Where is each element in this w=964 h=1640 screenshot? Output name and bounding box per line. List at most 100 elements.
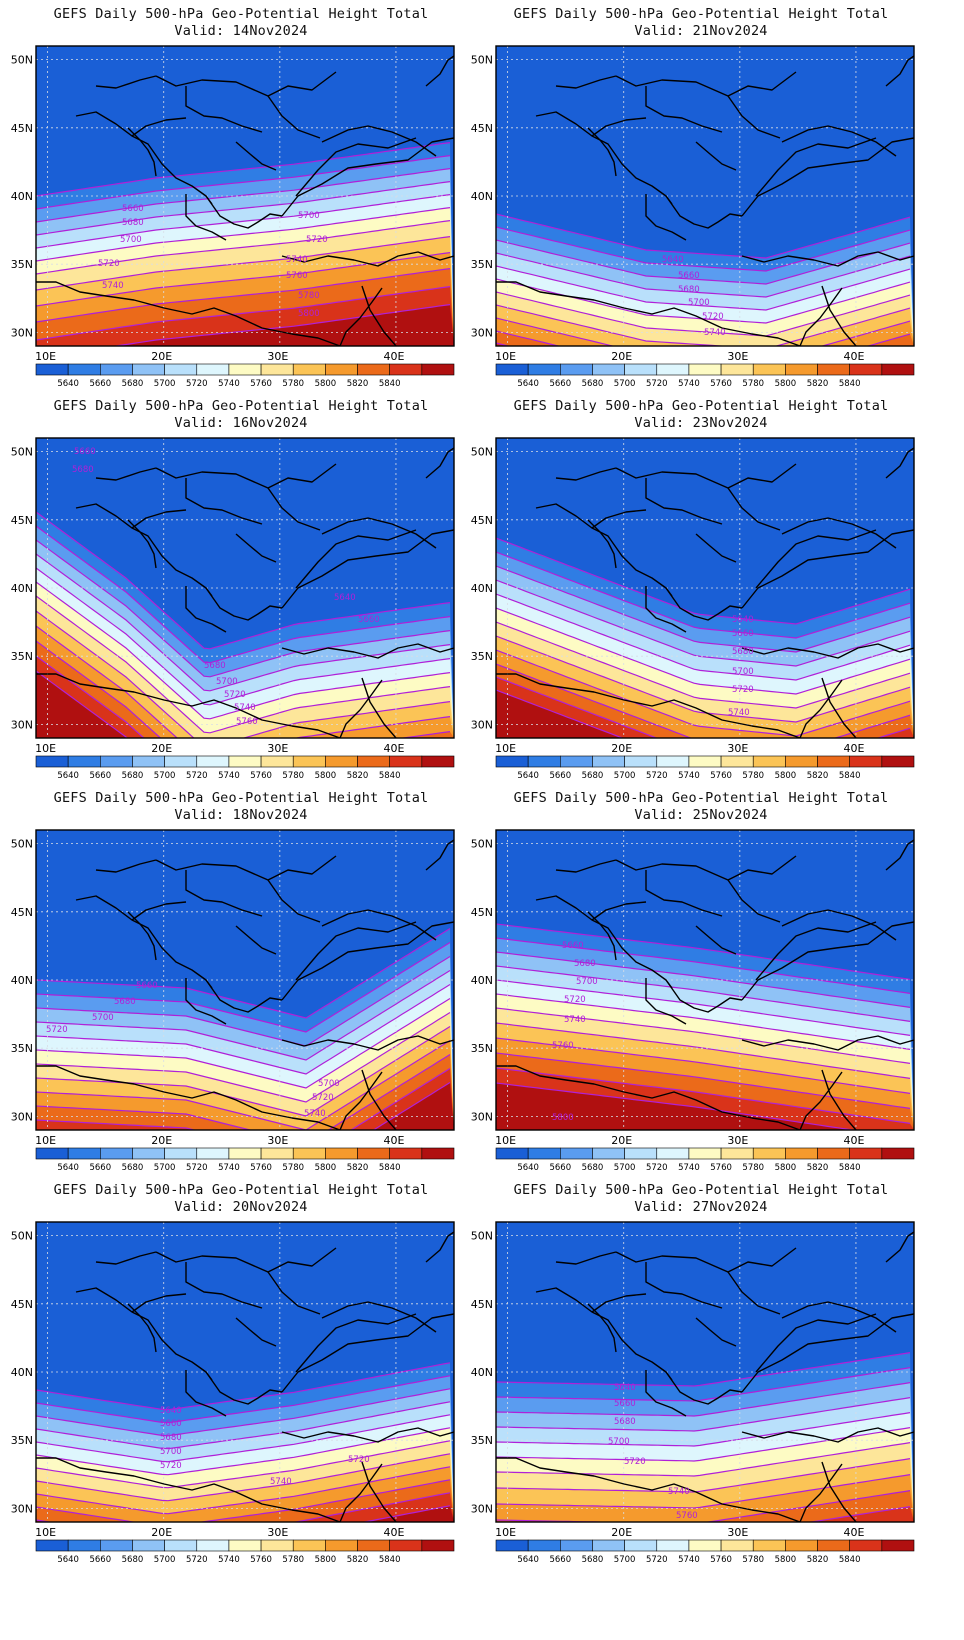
- colorbar-label: 5780: [742, 1163, 764, 1173]
- coastline: [755, 921, 877, 981]
- colorbar-label: 5720: [186, 1555, 208, 1565]
- coastline: [321, 909, 437, 941]
- contour-line: [496, 923, 911, 980]
- coastline: [185, 870, 263, 917]
- lat-tick-label: 50N: [11, 838, 33, 851]
- coastline: [36, 1065, 341, 1130]
- lat-tick-label: 30N: [471, 1502, 493, 1515]
- coastline: [361, 1069, 397, 1130]
- lat-tick-label: 30N: [471, 1110, 493, 1123]
- colorbar-swatch: [527, 1539, 561, 1552]
- coastline: [295, 921, 417, 981]
- coastline: [615, 71, 797, 97]
- contour-line: [36, 1466, 451, 1515]
- colorbar-swatch: [260, 755, 294, 768]
- contour-label: 5720: [46, 1025, 68, 1035]
- contour-line: [36, 1375, 451, 1424]
- contour-line: [36, 595, 451, 734]
- colorbar-swatch: [817, 1147, 850, 1160]
- coastline: [295, 529, 417, 589]
- colorbar-swatch: [881, 363, 915, 376]
- lat-tick-label: 45N: [471, 906, 493, 919]
- coastline: [185, 1370, 227, 1417]
- coastline: [321, 125, 437, 157]
- contour-line: [36, 1362, 451, 1411]
- height-field: 5660 5680 5640 5660 5680 5700 5720 5740 5760: [36, 438, 454, 738]
- height-field: 5640 5660 5680 5700 5720 5720 5740: [36, 1222, 454, 1522]
- colorbar-swatch: [164, 1539, 198, 1552]
- colorbar-swatch: [720, 1147, 754, 1160]
- lat-tick-label: 50N: [471, 1230, 493, 1243]
- contour-line: [496, 593, 911, 681]
- lat-tick-label: 35N: [11, 1434, 33, 1447]
- contour-label: 5660: [136, 981, 158, 991]
- coastline: [281, 251, 454, 267]
- coastline: [185, 586, 227, 633]
- contour-label: 5720: [564, 995, 586, 1005]
- coastline: [185, 1262, 263, 1309]
- colorbar-swatch: [260, 363, 294, 376]
- coastline: [645, 478, 723, 525]
- map-frame: [35, 437, 455, 739]
- coastline: [131, 509, 187, 529]
- lat-tick-label: 30N: [11, 326, 33, 339]
- colorbar-swatch: [592, 1147, 625, 1160]
- lat-tick-label: 45N: [471, 1298, 493, 1311]
- colorbar-swatch: [720, 363, 754, 376]
- colorbar-label: 5720: [646, 1555, 668, 1565]
- colorbar-swatch: [527, 363, 561, 376]
- colorbar-label: 5780: [742, 1555, 764, 1565]
- colorbar-swatch: [495, 363, 529, 376]
- contour-label: 5700: [608, 1437, 630, 1447]
- coastline: [281, 137, 454, 217]
- colorbar-swatch: [656, 1539, 690, 1552]
- lat-tick-label: 40N: [11, 190, 33, 203]
- contour-label: 5760: [236, 717, 258, 727]
- contour-line: [36, 927, 451, 1019]
- contour-line: [111, 304, 451, 346]
- height-field: 5660 5680 5700 5720 5740 5760 5800: [496, 830, 914, 1130]
- contour-label: 5680: [678, 285, 700, 295]
- colorbar-swatch: [325, 1147, 358, 1160]
- colorbar-swatch: [624, 1147, 658, 1160]
- lon-tick-label: 10E: [495, 742, 516, 755]
- colorbar-label: 5760: [250, 1163, 272, 1173]
- colorbar-label: 5740: [218, 771, 240, 781]
- contour-label: 5740: [668, 1487, 690, 1497]
- contour-label: 5640: [662, 255, 684, 265]
- colorbar-swatch: [35, 363, 69, 376]
- contour-label: 5680: [614, 1417, 636, 1427]
- lat-tick-label: 35N: [471, 1434, 493, 1447]
- colorbar-swatch: [100, 755, 133, 768]
- coastline: [361, 285, 397, 346]
- panel-title: GEFS Daily 500-hPa Geo-Potential Height …: [513, 790, 889, 806]
- coastline: [339, 1463, 383, 1522]
- coastline: [741, 529, 914, 609]
- coastline: [339, 1071, 383, 1130]
- coastline: [645, 586, 687, 633]
- colorbar-label: 5740: [218, 1555, 240, 1565]
- map-frame: [495, 45, 915, 347]
- coastline: [615, 463, 797, 489]
- coastline: [535, 111, 673, 205]
- fill-band: [36, 1492, 454, 1522]
- colorbar-swatch: [292, 363, 326, 376]
- coastline: [755, 137, 877, 197]
- coastline: [741, 1035, 914, 1051]
- colorbar-swatch: [688, 363, 722, 376]
- coastline: [821, 1069, 857, 1130]
- colorbar-swatch: [132, 1147, 165, 1160]
- colorbar-label: 5660: [89, 1163, 111, 1173]
- coastline: [75, 895, 213, 989]
- contour-label: 5740: [704, 328, 726, 338]
- coastline: [591, 901, 647, 921]
- colorbar-swatch: [292, 755, 326, 768]
- lon-tick-label: 20E: [151, 350, 172, 363]
- fill-band: [36, 1505, 454, 1522]
- coastline: [267, 879, 321, 923]
- lon-tick-label: 20E: [151, 1134, 172, 1147]
- colorbar-swatch: [881, 1147, 915, 1160]
- contour-line: [496, 1037, 911, 1094]
- lon-tick-label: 30E: [267, 350, 288, 363]
- contour-line: [36, 142, 451, 197]
